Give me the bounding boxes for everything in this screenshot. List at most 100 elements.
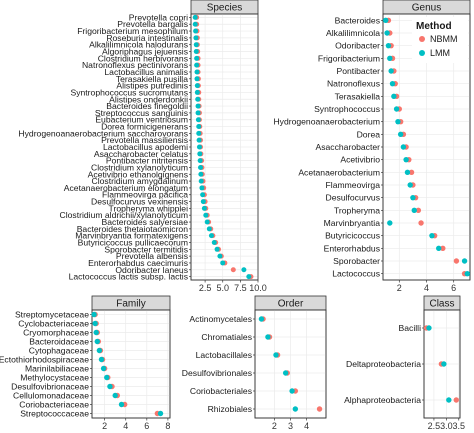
category-label: Dorea formicigenerans [101, 122, 188, 132]
x-tick-label: 7.5 [234, 283, 247, 293]
category-label: Eubacterium ventriosum [95, 115, 188, 125]
category-label: Prevotella massiliensis [101, 135, 188, 145]
panel-title: Species [207, 3, 243, 14]
panel-order: Order Actinomycetales Chromatiales Lactobac… [182, 295, 327, 431]
point-lmm [391, 93, 397, 100]
point-nbmm [453, 397, 459, 403]
category-label: Lactococcus lactis subsp. lactis [69, 272, 188, 282]
point-lmm [195, 96, 201, 102]
category-label: Cellulomonadaceae [13, 391, 89, 401]
category-label: Streptococcaceae [20, 409, 89, 419]
panel-title: Class [429, 299, 454, 310]
category-label: Desulfovibrionaceae [11, 382, 89, 392]
category-label: Dorea [357, 129, 381, 139]
category-label: Tropheryma whipplei [109, 203, 189, 213]
point-lmm [194, 89, 200, 95]
point-lmm [436, 245, 442, 252]
point-lmm [388, 68, 394, 74]
point-nbmm [230, 267, 236, 273]
category-label: Syntrophococcus sucromutans [70, 87, 188, 97]
category-label: Acetivibrio [340, 155, 380, 165]
x-tick-label: 2 [102, 421, 107, 431]
x-tick-label: 2.5 [428, 421, 441, 431]
point-lmm [404, 169, 411, 176]
x-tick-label: 3.0 [440, 421, 453, 431]
panel-class: Class Bacilli Deltaproteobacteria Alphaprot… [344, 295, 466, 431]
category-label: Lactobacillus apodemi [103, 142, 188, 152]
point-lmm [193, 42, 199, 48]
point-lmm [192, 14, 198, 20]
category-label: Clostridium aldrichii/xylanolyticum [60, 210, 188, 220]
point-lmm [198, 164, 204, 170]
category-label: Hydrogenoanaerobacterium saccharovorans [18, 128, 188, 138]
point-lmm [195, 110, 201, 116]
category-label: Lactobacillus animalis [104, 67, 188, 77]
point-lmm [203, 212, 209, 218]
point-lmm [91, 311, 97, 318]
category-label: Pontibacter [337, 66, 381, 76]
category-label: Marinilabiliaceae [25, 364, 89, 374]
category-label: Enterorhabdus caecimuris [88, 258, 188, 268]
category-label: Prevotella albensis [116, 251, 188, 261]
point-lmm [107, 383, 113, 390]
category-label: Clostridium amygdalinum [92, 176, 188, 186]
category-label: Frigoribacterium mesophilum [77, 26, 188, 36]
category-label: Asaccharobacter celatus [94, 149, 188, 159]
point-lmm [200, 199, 206, 205]
point-lmm [118, 401, 125, 408]
category-label: Tropheryma [334, 205, 380, 215]
category-label: Alistipes onderdonkii [109, 94, 188, 104]
category-label: Marvinbryantia formatexigens [75, 231, 188, 241]
category-label: Enterorhabdus [324, 243, 380, 253]
point-lmm [411, 207, 417, 214]
point-lmm [196, 137, 202, 143]
category-label: Acetanaerobacterium elongatum [64, 183, 188, 193]
point-nbmm [316, 406, 323, 412]
point-lmm [383, 17, 389, 24]
point-lmm [199, 185, 205, 191]
panel-border [91, 309, 171, 419]
point-lmm [385, 42, 392, 49]
category-label: Pontibacter nitritensis [106, 156, 188, 166]
point-lmm [258, 316, 265, 322]
point-lmm [92, 320, 98, 327]
category-label: Deltaproteobacteria [346, 359, 421, 369]
point-lmm [194, 83, 200, 89]
category-label: Roseburia intestinalis [106, 33, 188, 43]
point-lmm [397, 131, 404, 138]
point-lmm [197, 151, 203, 157]
point-lmm [387, 220, 393, 226]
point-lmm [384, 30, 390, 36]
category-label: Prevotella copri [129, 12, 188, 22]
x-tick-label: 2 [272, 421, 277, 431]
x-tick-label: 3 [288, 421, 293, 431]
point-lmm [204, 219, 210, 225]
x-tick-label: 3.5 [453, 421, 466, 431]
category-label: Asaccharobacter [316, 142, 381, 152]
category-label: Coriobacteriaceae [19, 400, 89, 410]
point-lmm [282, 370, 289, 376]
x-tick-label: 8 [165, 421, 170, 431]
legend-label-lmm: LMM [430, 48, 450, 58]
point-nbmm [418, 220, 424, 226]
x-tick-label: 5.0 [216, 283, 229, 293]
point-lmm [429, 232, 435, 239]
category-label: Coriobacteriales [190, 386, 252, 396]
point-lmm [195, 103, 201, 109]
point-lmm [217, 253, 223, 259]
category-label: Streptococcus sanguinis [95, 108, 188, 118]
point-lmm [94, 338, 100, 345]
point-lmm [196, 144, 202, 150]
x-tick-label: 6 [451, 283, 456, 293]
point-lmm [289, 388, 295, 394]
point-lmm [214, 246, 220, 252]
point-lmm [220, 260, 226, 266]
point-lmm [112, 392, 118, 399]
x-tick-label: 4 [424, 283, 429, 293]
category-label: Frigoribacterium [318, 53, 380, 63]
category-label: Natronoflexus [327, 79, 380, 89]
legend-key-lmm [419, 50, 425, 56]
panel-title: Order [278, 299, 304, 310]
point-lmm [194, 55, 200, 61]
